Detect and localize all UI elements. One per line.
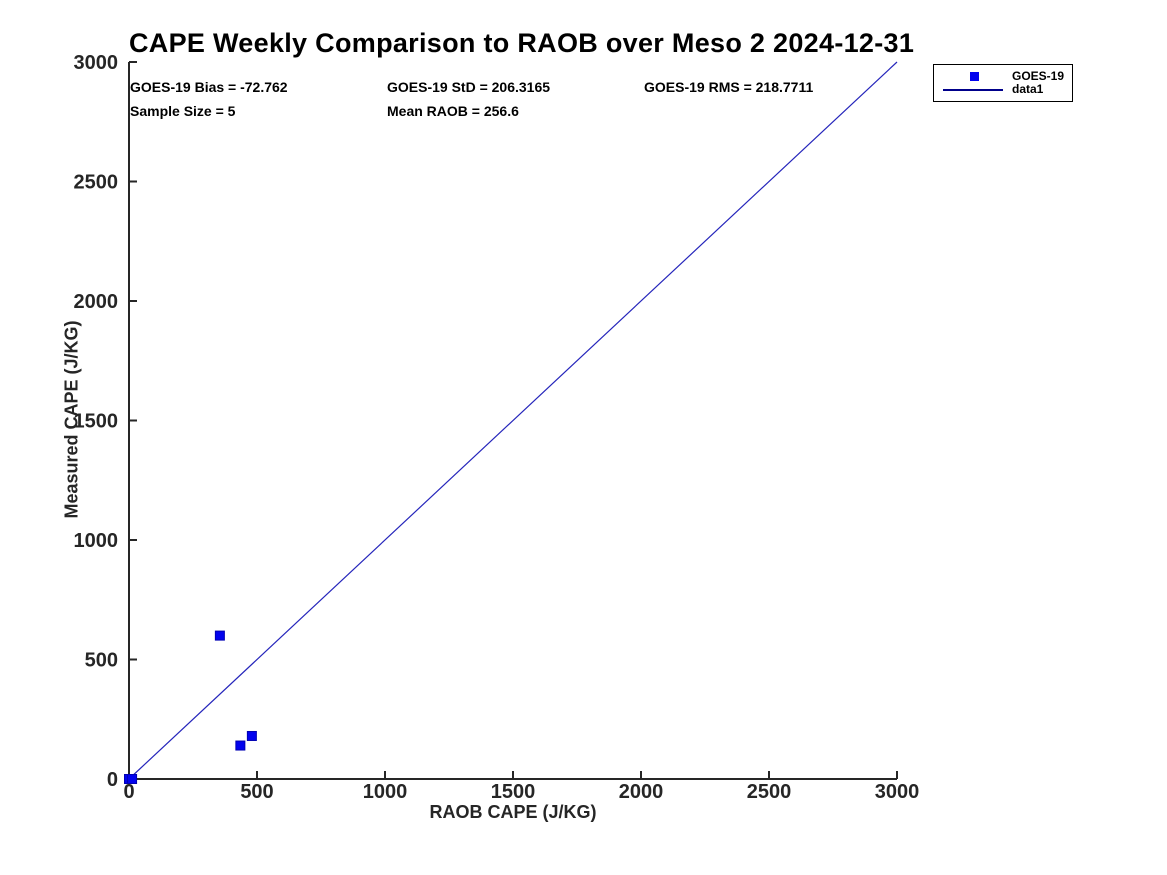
scatter-point [127,774,138,784]
y-tick-label: 3000 [74,52,119,74]
scatter-point [235,740,246,751]
stat-rms: GOES-19 RMS = 218.7711 [644,79,814,95]
stat-std: GOES-19 StD = 206.3165 [387,79,551,95]
legend-label-data1: data1 [1012,82,1044,96]
legend: GOES-19 data1 [933,64,1073,102]
x-tick-label: 3000 [875,781,920,803]
x-tick-label: 1500 [491,781,536,803]
identity-line [128,61,898,780]
x-tick-label: 1000 [363,781,408,803]
legend-item-data1: data1 [934,83,1072,96]
scatter-point [246,730,257,741]
scatter-point [214,630,225,641]
legend-item-goes19: GOES-19 [934,70,1072,83]
y-tick-label: 1500 [74,411,119,433]
y-tick-label: 0 [107,769,118,791]
legend-square-marker-icon [970,72,979,81]
chart-title: CAPE Weekly Comparison to RAOB over Meso… [129,28,915,58]
stat-sample-size: Sample Size = 5 [130,103,236,119]
x-axis-label: RAOB CAPE (J/KG) [429,802,597,822]
y-tick-label: 500 [85,650,118,672]
legend-label-goes19: GOES-19 [1012,69,1065,83]
y-tick-label: 2500 [74,172,119,194]
x-tick-label: 2500 [747,781,792,803]
y-axis-label: Measured CAPE (J/KG) [61,320,82,519]
stat-bias: GOES-19 Bias = -72.762 [130,79,288,95]
x-tick-label: 2000 [619,781,664,803]
y-tick-label: 2000 [74,291,119,313]
x-tick-label: 500 [240,781,273,803]
y-tick-label: 1000 [74,530,119,552]
legend-swatch-cell [934,88,1012,91]
legend-swatch-cell [934,72,1012,81]
legend-line-swatch [943,88,1003,91]
x-tick-label: 0 [123,781,134,803]
stat-mean-raob: Mean RAOB = 256.6 [387,103,519,119]
